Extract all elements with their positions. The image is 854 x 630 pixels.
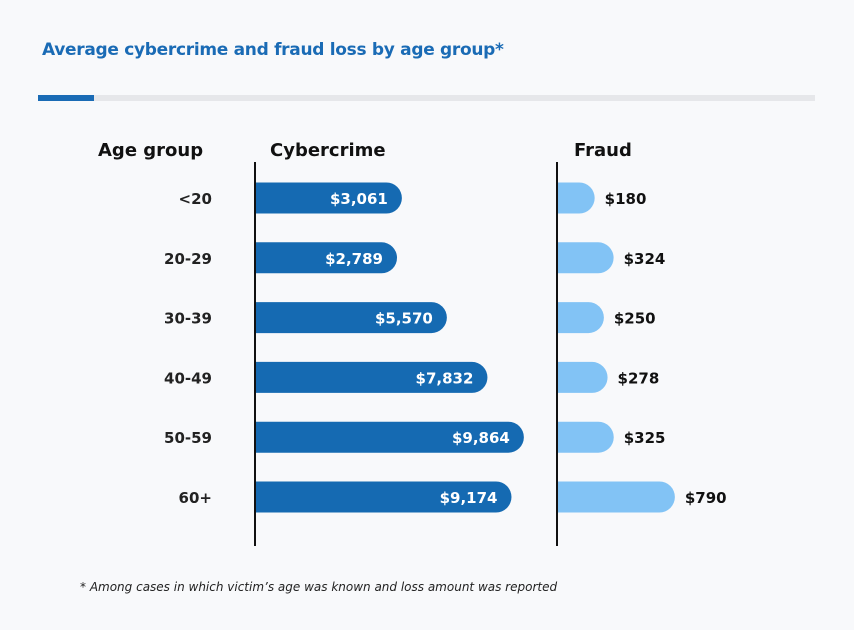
- cybercrime-value-label: $2,789: [325, 250, 383, 268]
- cybercrime-bar: [239, 361, 488, 393]
- mask: [539, 160, 556, 550]
- fraud-value-label: $324: [624, 250, 666, 268]
- cybercrime-value-label: $7,832: [416, 369, 474, 387]
- age-group-header: Age group: [98, 140, 204, 161]
- fraud-value-label: $790: [685, 489, 727, 507]
- cybercrime-value-label: $3,061: [330, 190, 388, 208]
- fraud-bar: [541, 421, 614, 453]
- title-divider: [38, 95, 815, 101]
- age-group-label: 40-49: [164, 369, 212, 387]
- fraud-header: Fraud: [574, 140, 632, 161]
- title-divider-accent: [38, 95, 94, 101]
- fraud-bar: [541, 242, 614, 274]
- cybercrime-bar: [239, 242, 398, 274]
- cybercrime-bar: [239, 182, 402, 214]
- cybercrime-bar: [239, 302, 447, 334]
- age-group-label: 30-39: [164, 310, 212, 328]
- fraud-value-label: $325: [624, 429, 666, 447]
- cybercrime-value-label: $9,864: [452, 429, 510, 447]
- chart-title: Average cybercrime and fraud loss by age…: [42, 40, 504, 60]
- cybercrime-bar: [239, 421, 524, 453]
- fraud-value-label: $278: [618, 369, 660, 387]
- footnote: * Among cases in which victim’s age was …: [80, 580, 558, 594]
- mask: [237, 160, 254, 550]
- cybercrime-bar: [239, 481, 512, 513]
- cybercrime-value-label: $5,570: [375, 310, 433, 328]
- fraud-value-label: $180: [605, 190, 647, 208]
- age-group-label: 60+: [179, 489, 212, 507]
- age-group-label: <20: [179, 190, 212, 208]
- fraud-value-label: $250: [614, 310, 656, 328]
- cybercrime-header: Cybercrime: [270, 140, 386, 161]
- age-group-label: 50-59: [164, 429, 212, 447]
- fraud-bar: [541, 481, 675, 513]
- age-group-label: 20-29: [164, 250, 212, 268]
- cybercrime-value-label: $9,174: [440, 489, 498, 507]
